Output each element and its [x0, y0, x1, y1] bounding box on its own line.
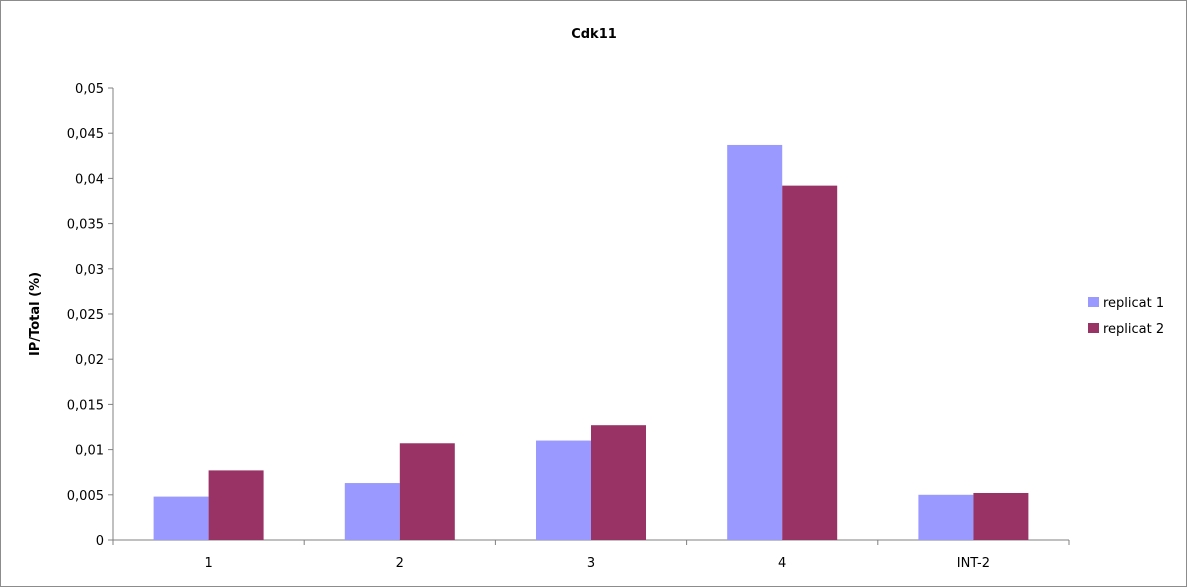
y-tick-label: 0,05: [75, 82, 104, 97]
y-tick-label: 0,035: [67, 218, 104, 233]
x-tick-label: INT-2: [957, 556, 990, 571]
bar: [208, 470, 264, 540]
legend-label: replicat 1: [1103, 296, 1164, 311]
x-tick-label: 3: [587, 556, 595, 571]
bar: [536, 440, 591, 540]
y-axis: 0 0,005 0,01 0,015 0,02 0,025 0,03 0,035 0,04 0,0…: [67, 82, 114, 549]
x-axis: 1 2 3 4 INT-2: [112, 539, 1070, 571]
y-tick-label: 0,045: [67, 127, 104, 142]
chart-title: Cdk11: [571, 27, 617, 42]
y-tick-label: 0,015: [67, 398, 104, 413]
bars: [153, 144, 1029, 540]
legend-label: replicat 2: [1103, 322, 1164, 337]
x-tick-label: 2: [396, 556, 404, 571]
x-tick-label: 1: [204, 556, 212, 571]
x-tick-label: 4: [778, 556, 786, 571]
legend-swatch: [1088, 323, 1099, 333]
bar: [973, 492, 1029, 540]
bar: [591, 425, 646, 540]
legend-swatch: [1088, 297, 1099, 307]
legend: replicat 1 replicat 2: [1088, 296, 1164, 337]
bar: [153, 496, 209, 540]
y-tick-label: 0: [96, 534, 104, 549]
y-tick-label: 0,005: [67, 489, 104, 504]
y-tick-label: 0,03: [75, 263, 104, 278]
y-tick-label: 0,01: [75, 444, 104, 459]
bar: [918, 494, 974, 540]
y-axis-label: IP/Total (%): [28, 272, 43, 356]
bar: [344, 483, 400, 540]
y-tick-label: 0,025: [67, 308, 104, 323]
bar: [727, 144, 783, 540]
bar: [399, 443, 455, 540]
y-tick-label: 0,04: [75, 172, 104, 187]
bar: [782, 185, 838, 540]
y-tick-label: 0,02: [75, 353, 104, 368]
